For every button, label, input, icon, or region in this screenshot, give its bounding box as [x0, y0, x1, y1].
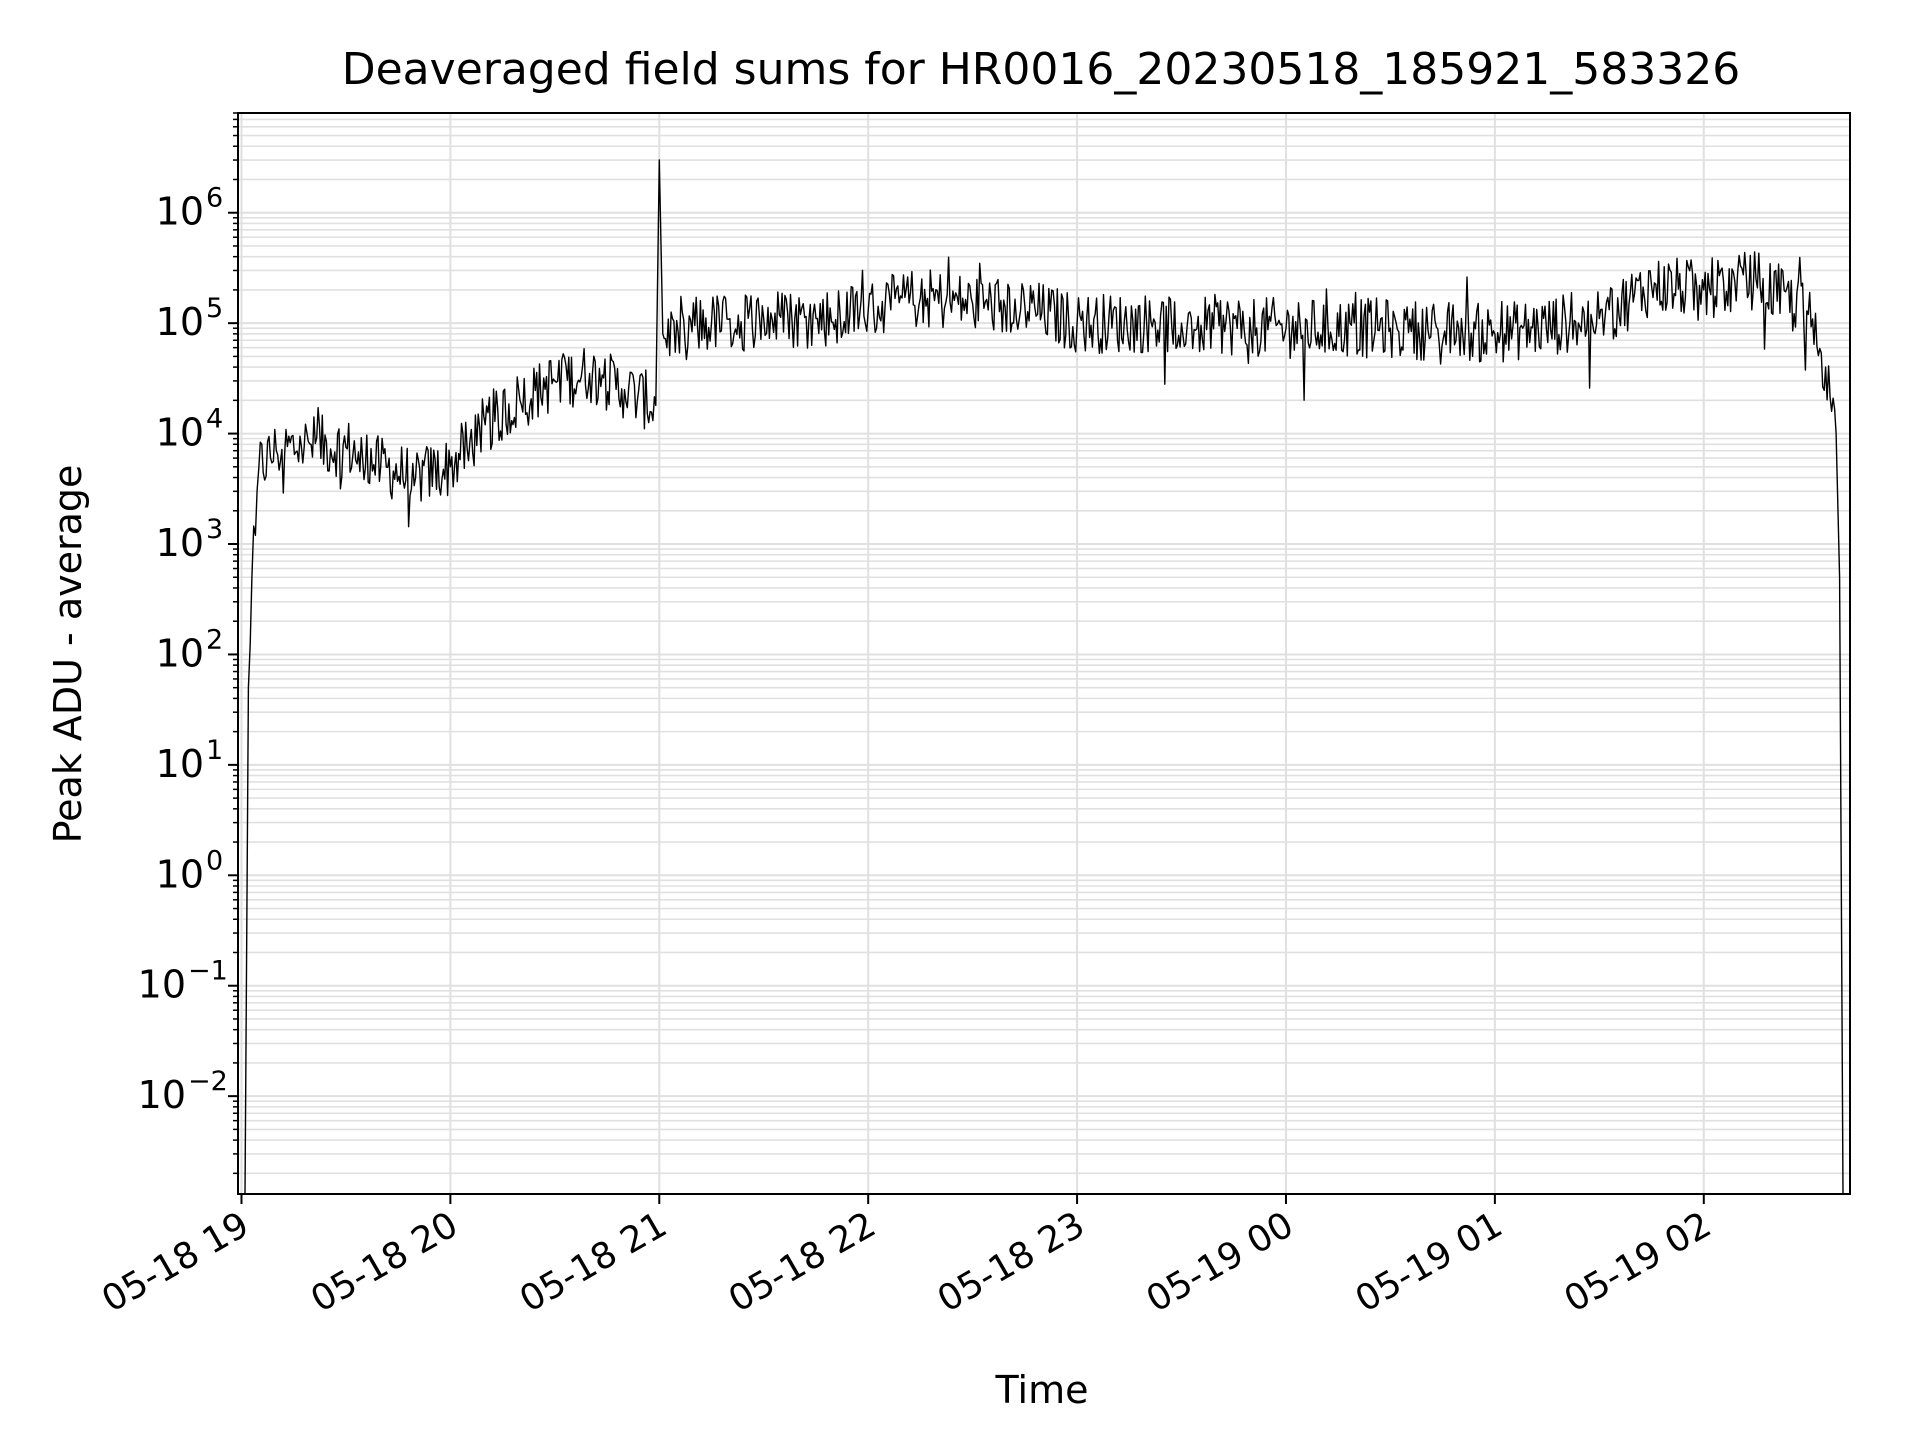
- y-tick-label-exponent: −2: [188, 1066, 228, 1097]
- y-tick-label: 10: [156, 742, 204, 786]
- y-tick-label: 10: [156, 852, 204, 896]
- y-tick-label-exponent: 2: [206, 624, 223, 655]
- data-series: [244, 159, 1844, 1195]
- y-tick-label: 10: [156, 300, 204, 344]
- y-tick-label-exponent: 5: [206, 293, 223, 324]
- y-tick-label: 10: [138, 963, 186, 1007]
- x-tick-label: 05-18 21: [513, 1204, 674, 1320]
- y-tick-label-exponent: 1: [206, 735, 223, 766]
- x-tick-label: 05-18 19: [95, 1204, 256, 1320]
- grid-lines: [238, 112, 1850, 1194]
- x-tick-label: 05-19 01: [1349, 1204, 1510, 1320]
- y-tick-label: 10: [138, 1073, 186, 1117]
- y-axis-label: Peak ADU - average: [46, 465, 90, 844]
- y-tick-label-exponent: 6: [206, 183, 223, 214]
- y-tick-label-exponent: 0: [206, 845, 223, 876]
- x-tick-label: 05-19 00: [1140, 1204, 1301, 1320]
- x-tick-label: 05-18 22: [722, 1204, 883, 1320]
- x-axis: 05-18 19 05-18 20 05-18 21 05-18 22 05-18 23…: [95, 1194, 1718, 1321]
- series-line: [244, 159, 1844, 1195]
- x-tick-label: 05-18 23: [931, 1204, 1092, 1320]
- y-tick-label-exponent: 4: [206, 404, 223, 435]
- chart-title: Deaveraged field sums for HR0016_2023051…: [342, 44, 1741, 95]
- x-tick-label: 05-19 02: [1558, 1204, 1719, 1320]
- y-tick-label-exponent: −1: [188, 956, 228, 987]
- y-tick-label: 10: [156, 521, 204, 565]
- y-tick-label: 10: [156, 190, 204, 234]
- y-tick-label: 10: [156, 411, 204, 455]
- x-tick-label: 05-18 20: [304, 1204, 465, 1320]
- y-tick-label: 10: [156, 631, 204, 675]
- y-tick-label-exponent: 3: [206, 514, 223, 545]
- x-axis-label: Time: [995, 1368, 1089, 1412]
